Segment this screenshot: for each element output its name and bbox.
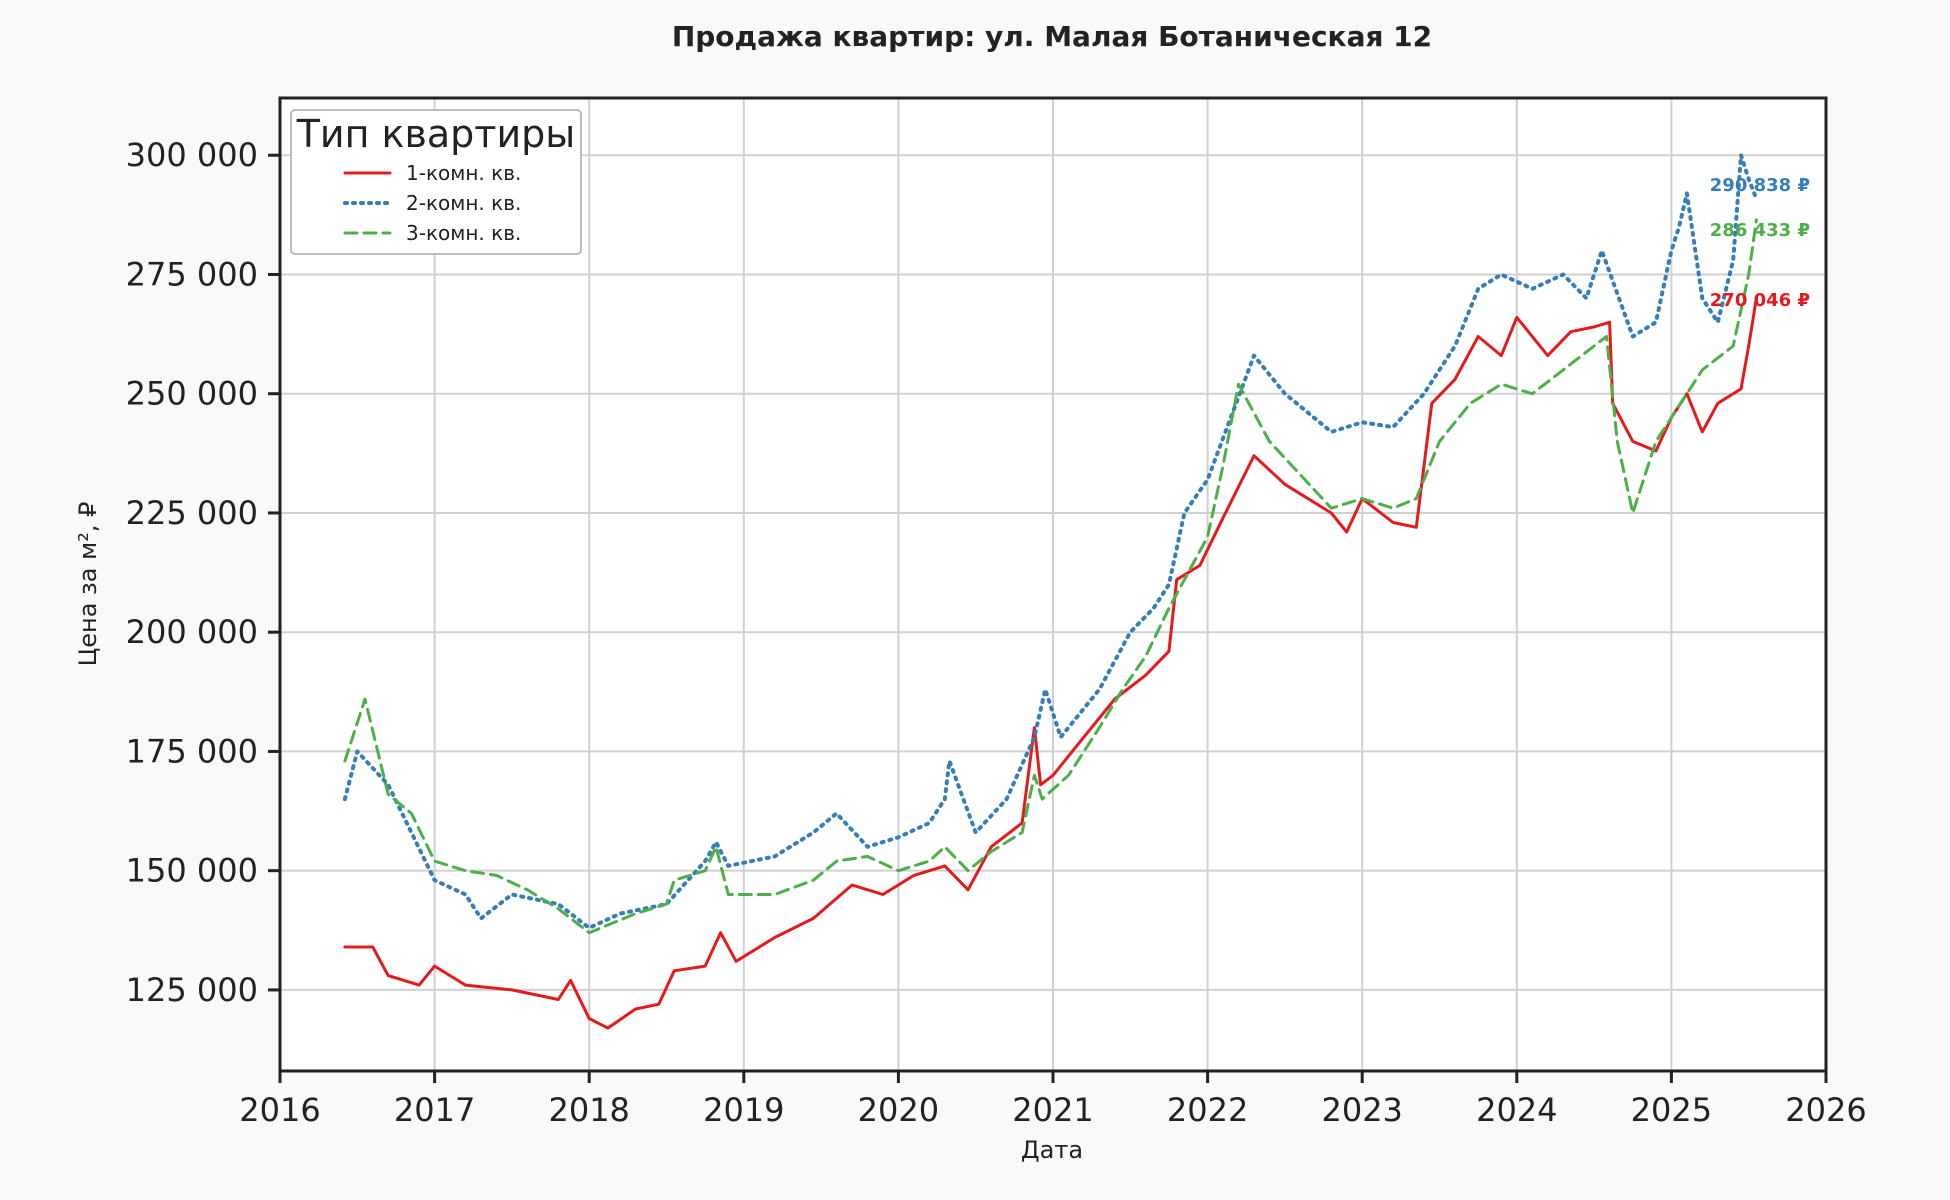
series-end-label-1: 270 046 ₽ [1710, 290, 1810, 311]
y-tick-label: 275 000 [126, 255, 258, 293]
y-tick-label: 175 000 [126, 732, 258, 770]
legend-label-2: 2-комн. кв. [406, 191, 521, 215]
y-tick-label: 125 000 [126, 971, 258, 1009]
x-tick-label: 2016 [239, 1091, 320, 1129]
x-tick-label: 2023 [1321, 1091, 1402, 1129]
y-tick-label: 150 000 [126, 852, 258, 890]
x-tick-label: 2022 [1167, 1091, 1248, 1129]
legend-label-1: 1-комн. кв. [406, 161, 521, 185]
y-tick-label: 300 000 [126, 136, 258, 174]
end-labels: 270 046 ₽ 290 838 ₽ 286 433 ₽ [1710, 175, 1810, 311]
y-axis: 125 000 150 000 175 000 200 000 225 000 250 0… [126, 136, 280, 1009]
series-layer [342, 153, 1759, 1030]
series-line-2 [342, 153, 1759, 930]
series-end-label-3: 286 433 ₽ [1710, 220, 1810, 241]
series-line-1 [343, 296, 1758, 1030]
y-tick-label: 250 000 [126, 375, 258, 413]
y-tick-label: 200 000 [126, 613, 258, 651]
x-axis-label: Дата [1021, 1136, 1083, 1164]
x-axis: 2016 2017 2018 2019 2020 2021 2022 2023 2024 2025… [239, 1071, 1867, 1129]
y-tick-label: 225 000 [126, 494, 258, 532]
legend-title: Тип квартиры [296, 112, 576, 156]
legend-box [290, 109, 582, 255]
chart-title: Продажа квартир: ул. Малая Ботаническая … [672, 20, 1432, 53]
x-tick-label: 2019 [703, 1091, 784, 1129]
series-line-3 [343, 218, 1758, 935]
legend-label-3: 3-комн. кв. [406, 221, 521, 245]
x-tick-label: 2024 [1476, 1091, 1557, 1129]
legend: Тип квартиры 1-комн. кв. 2-комн. кв. 3-ком… [290, 109, 582, 255]
legend-items: 1-комн. кв. 2-комн. кв. 3-комн. кв. [343, 161, 521, 245]
x-tick-label: 2018 [548, 1091, 629, 1129]
x-tick-label: 2025 [1631, 1091, 1712, 1129]
x-tick-label: 2021 [1012, 1091, 1093, 1129]
y-axis-label: Цена за м², ₽ [74, 502, 102, 667]
x-tick-label: 2020 [858, 1091, 939, 1129]
x-tick-label: 2017 [394, 1091, 475, 1129]
x-tick-label: 2026 [1785, 1091, 1866, 1129]
series-end-label-2: 290 838 ₽ [1710, 175, 1810, 196]
